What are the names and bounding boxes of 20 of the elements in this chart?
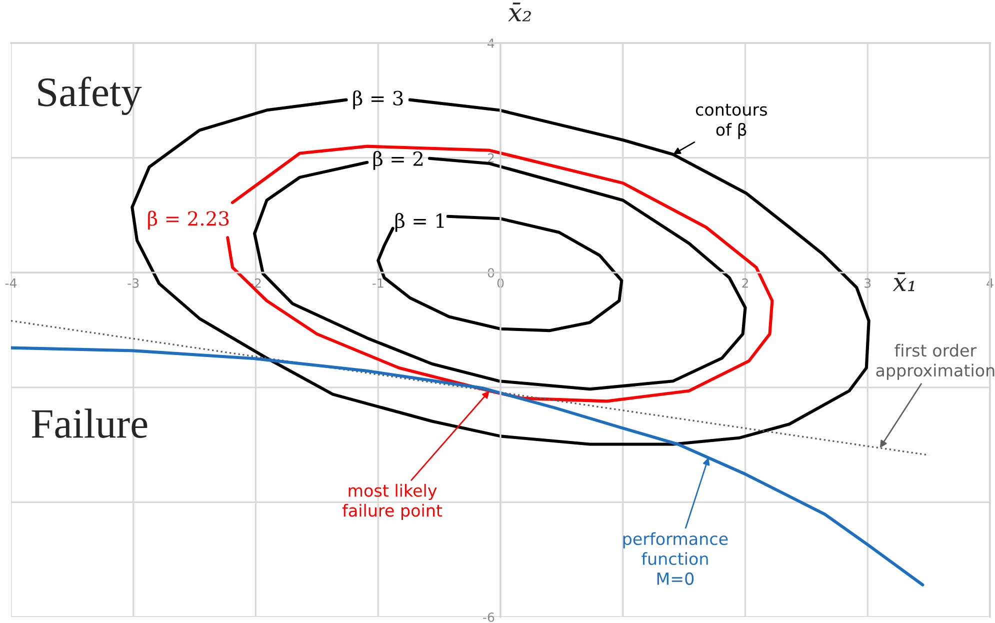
annotation: Failure xyxy=(32,408,148,438)
series-label: β = 2.23 xyxy=(148,210,229,230)
annotation: first order approximation xyxy=(876,344,994,380)
annotation: contours of β xyxy=(696,104,767,140)
annotation: most likely failure point xyxy=(342,484,442,520)
y-axis-title: x̄₂ xyxy=(508,2,531,22)
annotation: Safety xyxy=(38,76,142,115)
y-tick-label: -6 xyxy=(483,612,494,622)
series-label: β = 1 xyxy=(395,212,444,232)
x-tick-label: -2 xyxy=(250,278,261,288)
x-tick-label: 2 xyxy=(742,278,748,288)
annotation: performance function M=0 xyxy=(623,532,728,585)
x-tick-label: 3 xyxy=(864,278,871,288)
series-label: β = 3 xyxy=(353,90,403,110)
x-axis-title: x̄₁ xyxy=(892,272,914,292)
series-label: β = 2 xyxy=(373,150,423,170)
x-tick-label: -4 xyxy=(5,278,17,288)
x-tick-label: -1 xyxy=(372,278,384,288)
x-tick-label: -3 xyxy=(128,278,139,288)
y-tick-label: 2 xyxy=(488,153,494,163)
